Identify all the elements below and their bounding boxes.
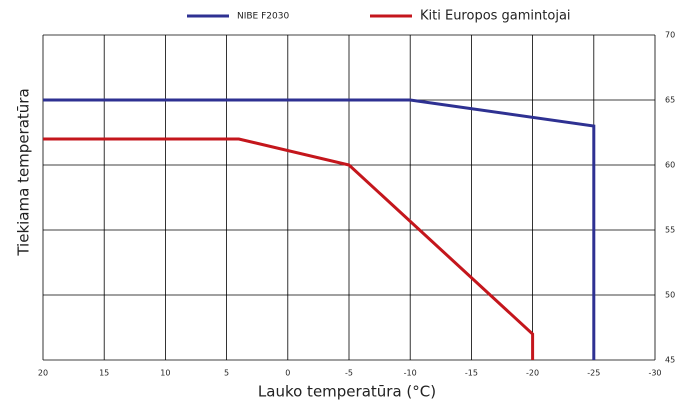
x-tick-label: 5 [224, 369, 229, 378]
x-tick-label: -25 [587, 369, 600, 378]
y-tick-label: 60 [665, 161, 675, 170]
y-tick-label: 50 [665, 291, 675, 300]
x-tick-label: -5 [345, 369, 353, 378]
x-tick-label: 15 [99, 369, 109, 378]
y-tick-label: 55 [665, 226, 675, 235]
y-tick-label: 45 [665, 356, 675, 365]
y-tick-label: 70 [665, 31, 675, 40]
x-tick-label: -20 [526, 369, 539, 378]
x-tick-label: 10 [160, 369, 170, 378]
x-tick-label: 0 [285, 369, 290, 378]
x-axis-label: Lauko temperatūra (°C) [258, 383, 436, 401]
y-tick-label: 65 [665, 96, 675, 105]
x-tick-label: -30 [648, 369, 661, 378]
x-tick-label: -10 [404, 369, 417, 378]
y-axis-label: Tiekiama temperatūra [15, 88, 33, 256]
legend-label: Kiti Europos gamintojai [420, 9, 571, 24]
x-tick-label: 20 [38, 369, 48, 378]
series-line [43, 98, 596, 360]
x-tick-label: -15 [465, 369, 478, 378]
series-line [43, 137, 535, 360]
legend-label: NIBE F2030 [237, 12, 289, 22]
